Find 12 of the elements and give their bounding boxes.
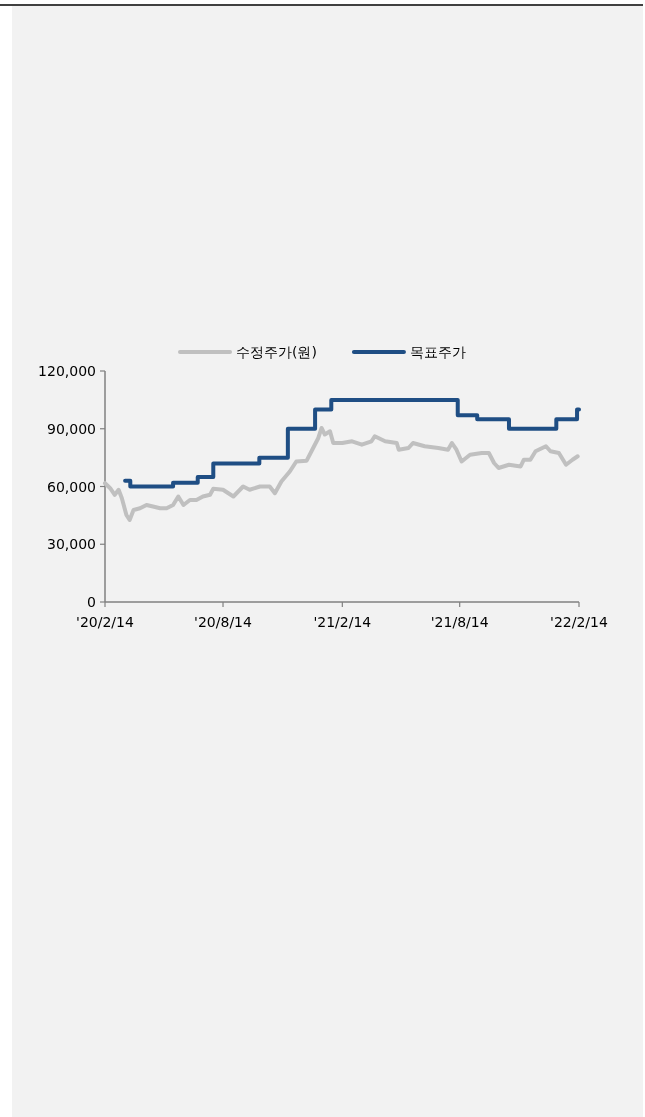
- x-tick-label: '22/2/14: [550, 614, 608, 630]
- y-tick-label: 0: [87, 594, 96, 610]
- y-tick-label: 120,000: [38, 363, 96, 379]
- legend-label: 수정주가(원): [236, 344, 317, 360]
- y-tick-label: 90,000: [47, 420, 96, 437]
- y-tick-label: 30,000: [47, 536, 96, 553]
- y-tick-label: 60,000: [47, 478, 96, 495]
- x-tick-label: '20/8/14: [194, 614, 253, 630]
- x-tick-label: '21/8/14: [430, 614, 489, 630]
- x-tick-label: '20/2/14: [76, 614, 134, 630]
- legend-label: 목표주가: [409, 344, 466, 360]
- x-tick-label: '21/2/14: [313, 614, 372, 630]
